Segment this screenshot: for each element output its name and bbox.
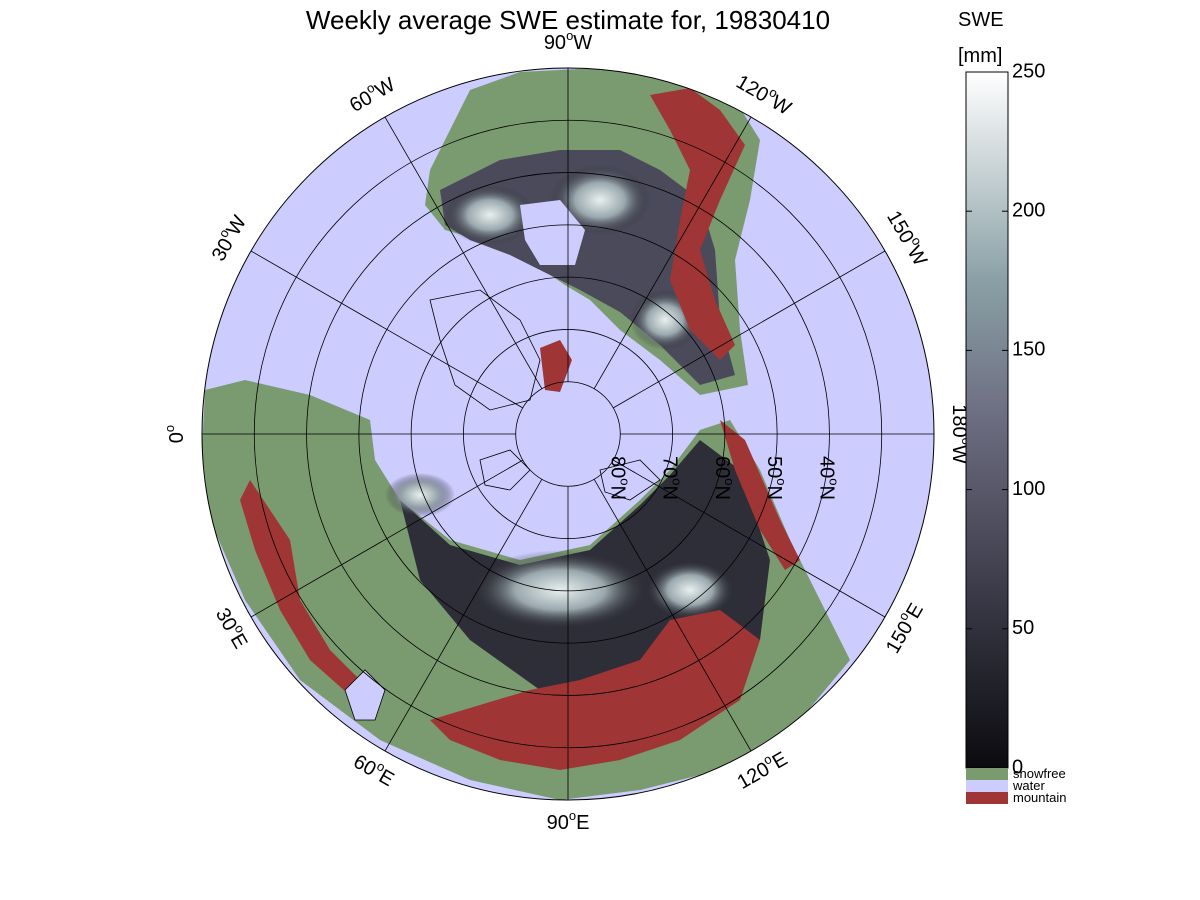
meridian-line	[593, 479, 752, 752]
north-america-snow-glow-2	[550, 165, 650, 235]
scandinavia-snow-glow	[385, 473, 455, 517]
legend-swatch	[966, 792, 1008, 804]
legend-swatch	[966, 768, 1008, 780]
colorbar-gradient	[965, 71, 1009, 769]
latitude-label: 50oN	[763, 456, 789, 500]
eurasia-snow-glow	[470, 550, 650, 630]
hudson-bay	[520, 200, 585, 265]
latitude-label: 40oN	[815, 456, 841, 500]
meridian-line	[384, 116, 543, 389]
meridian-line	[384, 479, 543, 752]
arctic-islands	[479, 449, 661, 501]
longitude-label: 90oE	[547, 808, 590, 834]
legend-swatch	[966, 780, 1008, 792]
legend-label: mountain	[1013, 790, 1066, 805]
longitude-label: 180oW	[948, 404, 974, 464]
longitude-label: 30oW	[204, 210, 251, 265]
colorbar-tick-label: 150	[1012, 339, 1045, 361]
legend-label: water	[1012, 778, 1045, 793]
colorbar: SWE [mm] 250 200 150 100 50 0	[958, 9, 1045, 778]
greenland	[429, 289, 541, 411]
eurasia-snow-glow-2	[645, 560, 735, 620]
caspian-sea	[344, 669, 386, 721]
latitude-label: 70oN	[658, 456, 684, 500]
colorbar-tick-label: 100	[1012, 478, 1045, 500]
asia-mountains	[430, 610, 760, 770]
longitude-label: 0o	[162, 425, 188, 443]
colorbar-tick-label: 0	[1012, 756, 1023, 778]
colorbar-ticks: 250 200 150 100 50 0	[966, 60, 1045, 778]
globe-border	[201, 67, 935, 801]
latitude-labels: 80oN 70oN 60oN 50oN 40oN	[606, 456, 841, 500]
meridian-line	[250, 250, 523, 409]
longitude-label: 60oW	[344, 70, 399, 117]
longitude-label: 90oW	[544, 28, 592, 54]
graticule	[202, 68, 934, 800]
meridian-line	[613, 459, 886, 618]
rockies-mountain	[650, 88, 745, 360]
colorbar-tick-label: 250	[1012, 60, 1045, 82]
far-east-mountains	[720, 420, 800, 570]
latitude-label: 80oN	[606, 456, 632, 500]
greenland-mountain	[540, 340, 572, 392]
colorbar-title-line1: SWE	[958, 9, 1004, 31]
legend-label: snowfree	[1013, 766, 1066, 781]
north-america-snow-glow	[445, 185, 535, 245]
polar-map	[202, 68, 934, 800]
colorbar-tick-label: 50	[1012, 617, 1034, 639]
meridian-line	[593, 116, 752, 389]
colorbar-title-line2: [mm]	[958, 45, 1002, 67]
meridian-line	[613, 250, 886, 409]
latitude-label: 60oN	[711, 456, 737, 500]
meridian-line	[250, 459, 523, 618]
figure-title: Weekly average SWE estimate for, 1983041…	[306, 5, 830, 35]
colorbar-tick-label: 200	[1012, 199, 1045, 221]
europe-mountains	[240, 480, 370, 700]
